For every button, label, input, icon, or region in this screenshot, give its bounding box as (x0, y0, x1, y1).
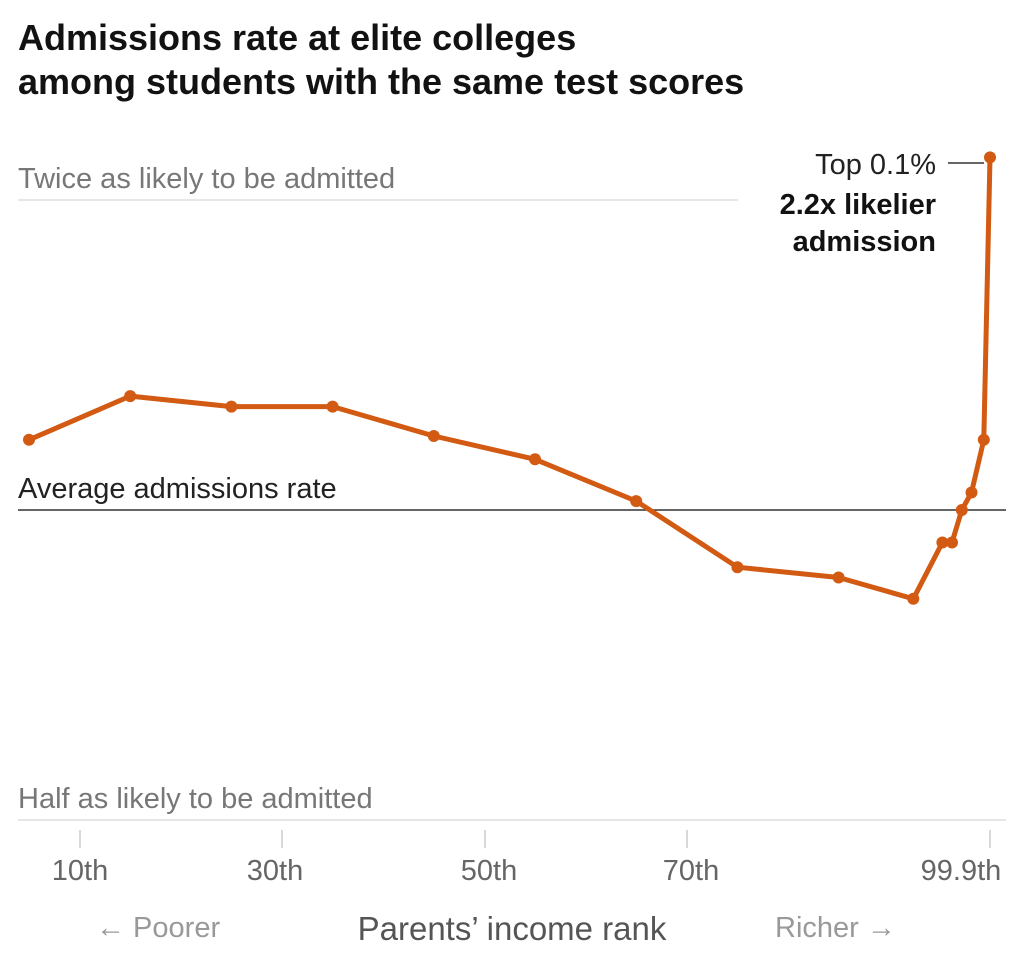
data-point (977, 433, 990, 446)
data-point (955, 504, 968, 516)
x-tick-label: 10th (52, 855, 108, 887)
poorer-label: ← Poorer (96, 912, 220, 944)
data-point (124, 390, 137, 403)
data-point (965, 486, 978, 499)
annotation-value-line2: admission (793, 226, 936, 258)
data-point (832, 571, 845, 584)
richer-label: Richer → (775, 912, 896, 944)
series-line (26, 154, 993, 602)
x-axis-title: Parents’ income rank (358, 910, 667, 947)
annotation-value: 2.2x likelier (780, 189, 936, 221)
half-likely-label: Half as likely to be admitted (18, 783, 373, 815)
average-label: Average admissions rate (18, 473, 337, 505)
chart-title-line1: Admissions rate at elite colleges (18, 17, 577, 58)
data-point (23, 433, 35, 446)
data-point (907, 592, 920, 605)
x-axis: 10th 30th 50th 70th 99.9th (52, 830, 1002, 887)
x-tick-label: 50th (461, 855, 517, 887)
x-tick-label: 99.9th (921, 855, 1002, 887)
x-tick-label: 70th (663, 855, 719, 887)
chart-title-line2: among students with the same test scores (18, 61, 745, 102)
data-point (731, 561, 744, 574)
data-point (946, 536, 958, 549)
data-point (630, 495, 643, 508)
chart-title: Admissions rate at elite colleges among … (18, 16, 998, 104)
data-point (529, 453, 541, 466)
series-points (23, 151, 996, 605)
annotation-label: Top 0.1% (815, 149, 936, 181)
data-point (225, 400, 238, 413)
data-point (984, 151, 996, 164)
data-point (326, 400, 339, 413)
data-point (936, 536, 949, 549)
x-tick-label: 30th (247, 855, 303, 887)
data-point (427, 430, 440, 442)
twice-likely-label: Twice as likely to be admitted (18, 163, 395, 195)
